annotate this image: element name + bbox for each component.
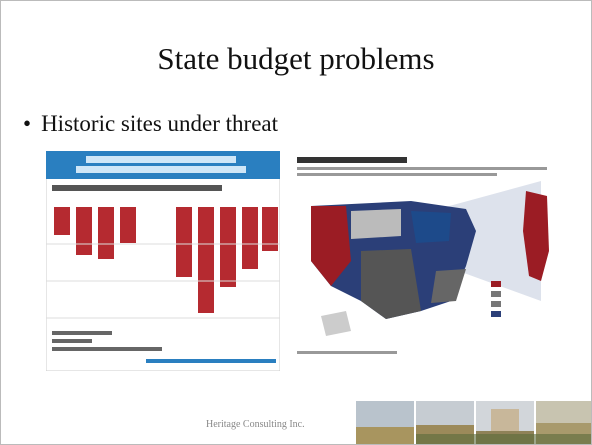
bullet-text: Historic sites under threat [41,111,279,136]
budget-chart-image [46,151,280,371]
state-map-image [291,151,557,366]
bullet: • Historic sites under threat [23,111,279,136]
footer: Heritage Consulting Inc. [206,419,305,430]
slide-title: State budget problems [157,41,435,76]
photo-strip [356,401,591,444]
